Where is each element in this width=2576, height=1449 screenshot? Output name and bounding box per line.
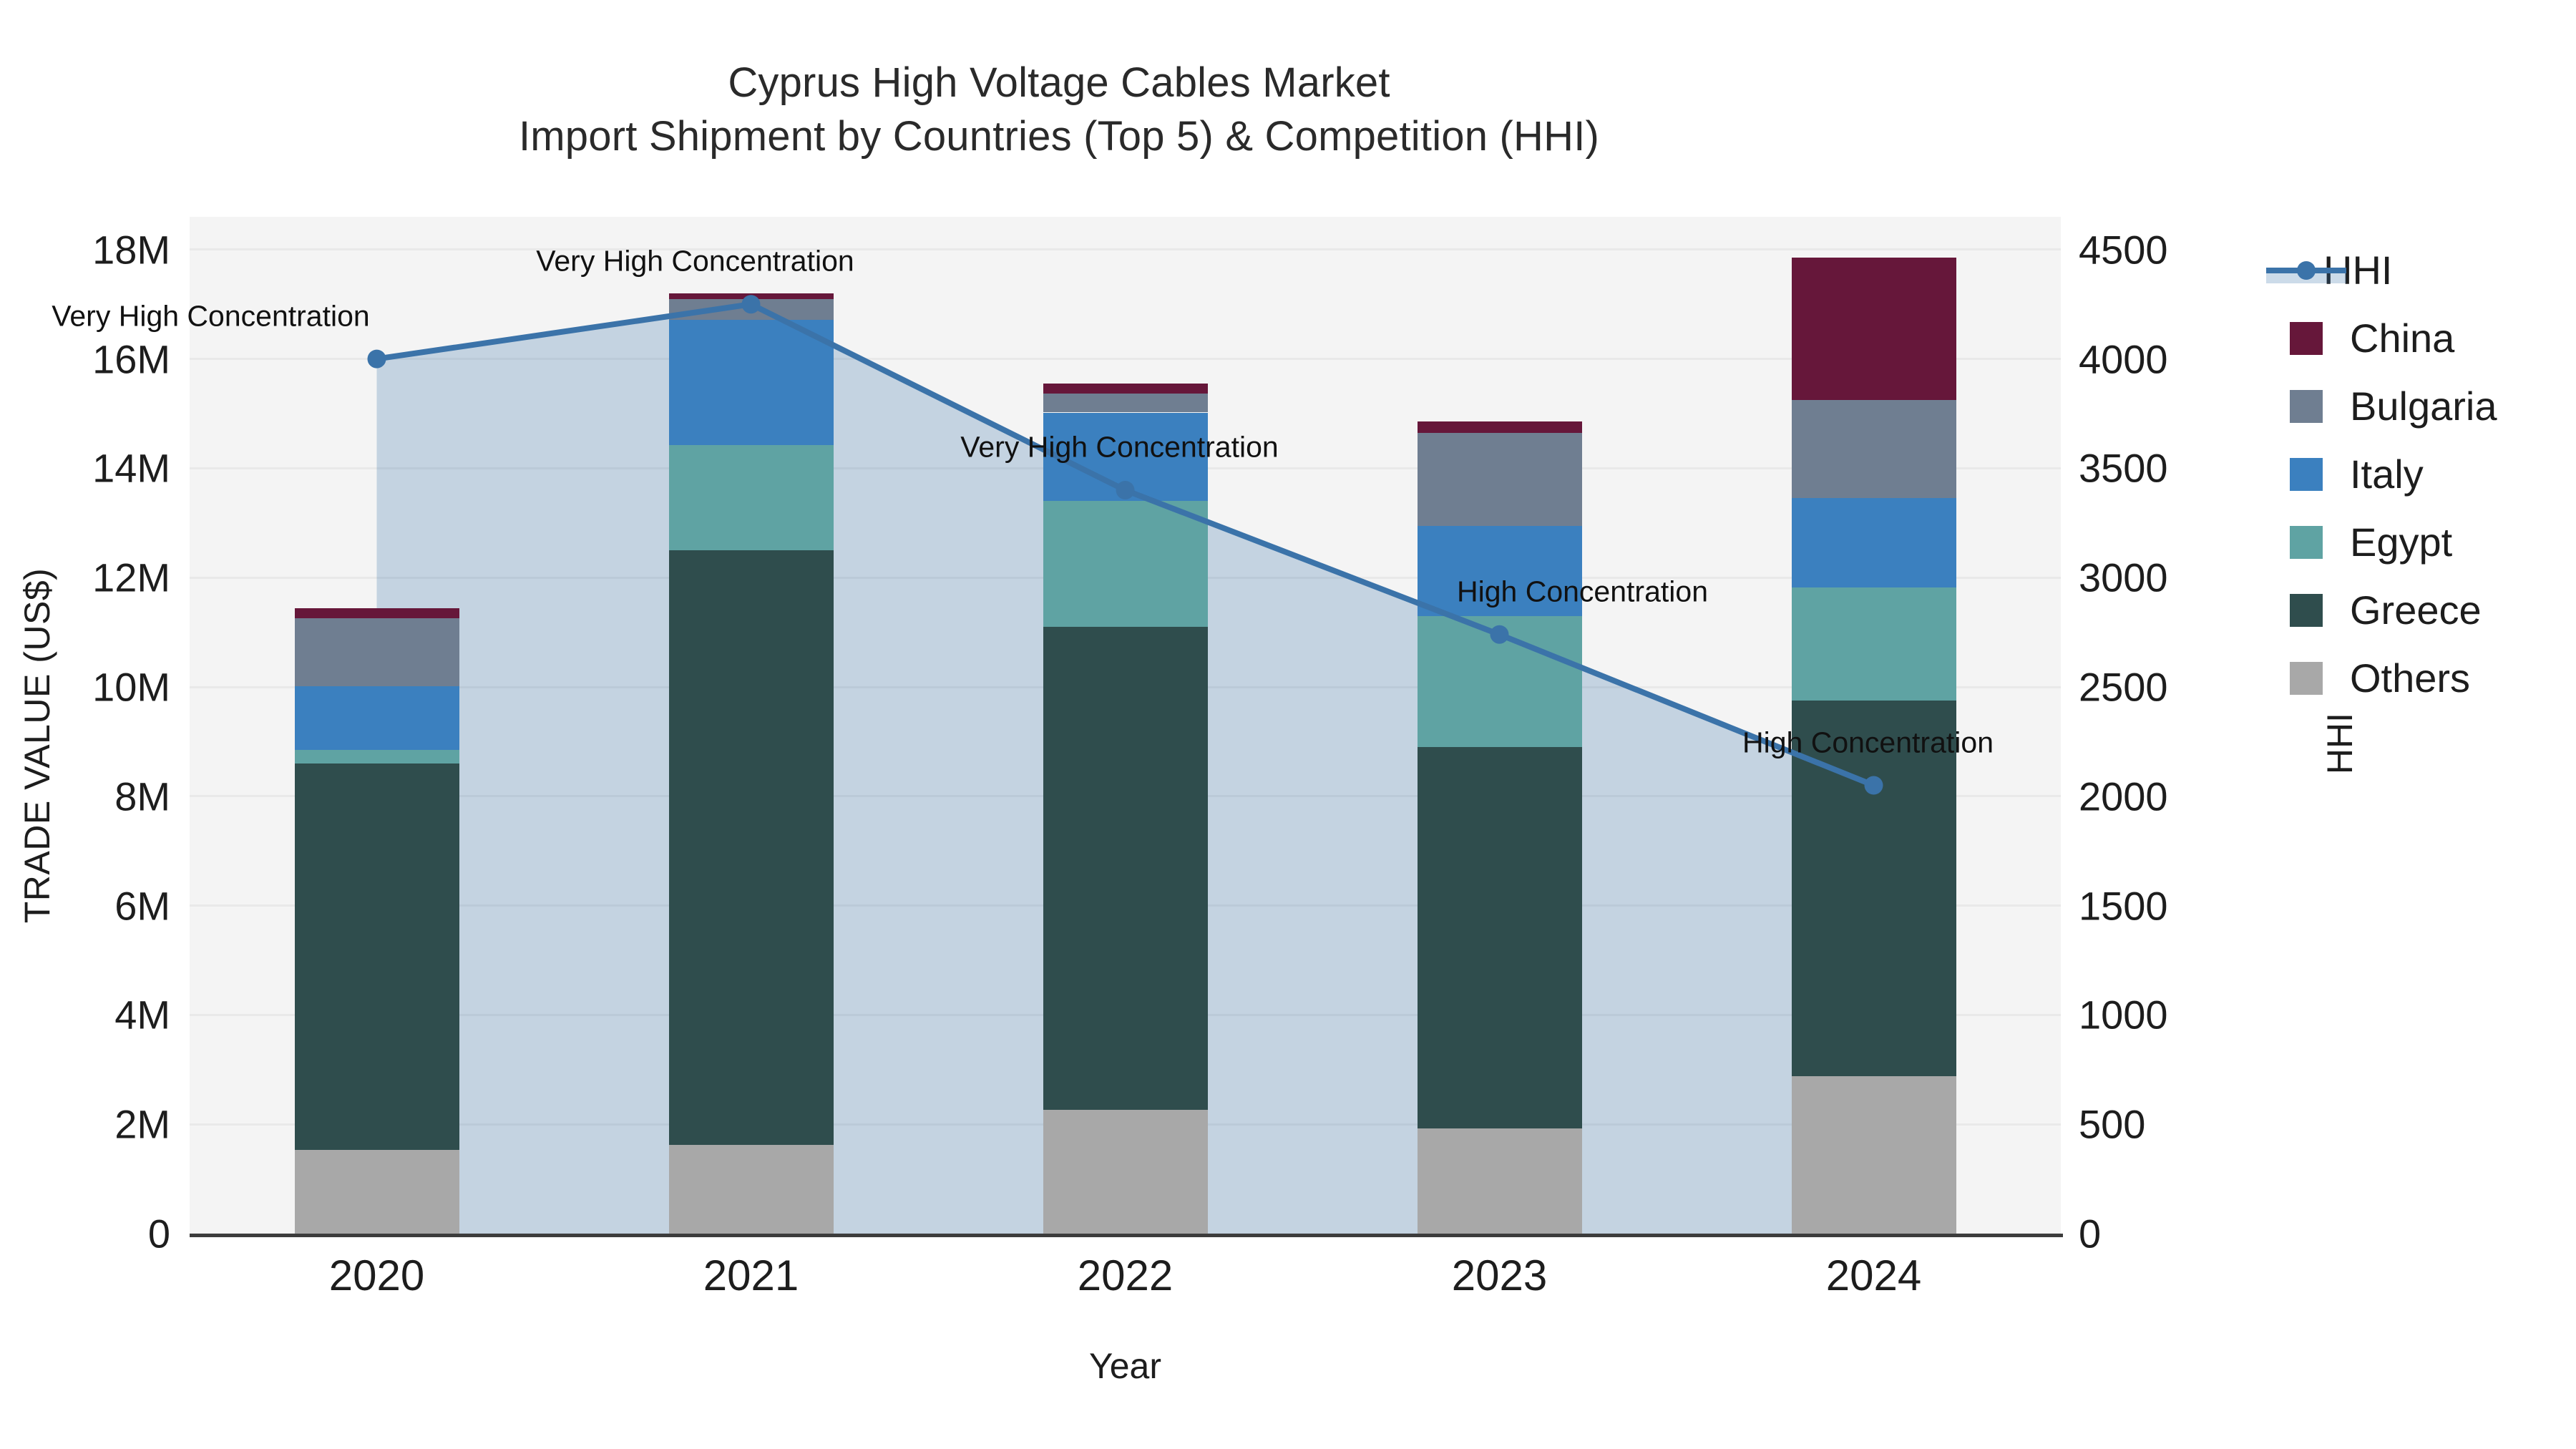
y-axis-left-title: TRADE VALUE (US$) [17,567,57,924]
legend-label: Others [2350,655,2471,701]
x-tick-2023: 2023 [1451,1252,1548,1299]
legend-item-others[interactable]: Others [2290,644,2576,712]
y-tick-left-0: 0 [147,1211,170,1257]
bar-segment-china-2024[interactable] [1791,258,1956,400]
y-tick-left-12M: 12M [92,555,170,600]
y-tick-left-14M: 14M [92,445,170,491]
legend-swatch-icon [2290,525,2323,559]
plot-area: Very High Concentration Very High Concent… [52,217,2061,1235]
bar-segment-egypt-2024[interactable] [1791,587,1956,701]
bar-segment-others-2024[interactable] [1791,1075,1956,1234]
bar-segment-greece-2020[interactable] [294,763,459,1151]
legend-swatch-icon [2290,321,2323,355]
annotation-2024: High Concentration [1742,726,1994,759]
legend-label: Italy [2350,452,2424,497]
legend-label: China [2350,316,2455,361]
bar-segment-egypt-2022[interactable] [1043,501,1208,627]
legend-item-china[interactable]: China [2290,304,2576,372]
legend-swatch-icon [2290,389,2323,423]
legend-swatch-icon [2290,593,2323,627]
bar-segment-italy-2020[interactable] [294,686,459,750]
bar-segment-bulgaria-2024[interactable] [1791,399,1956,499]
legend-item-greece[interactable]: Greece [2290,576,2576,644]
annotation-2023: High Concentration [1457,575,1708,608]
x-tick-2022: 2022 [1077,1252,1174,1299]
annotation-2020: Very High Concentration [52,299,370,333]
legend-label: Egypt [2350,519,2453,565]
y-tick-right-2000: 2000 [2079,774,2168,819]
bar-segment-egypt-2020[interactable] [294,749,459,763]
bar-segment-others-2021[interactable] [668,1145,834,1234]
legend-label: Greece [2350,587,2482,633]
y-tick-right-4000: 4000 [2079,336,2168,382]
bar-segment-china-2020[interactable] [294,608,459,618]
hhi-point-2022[interactable] [1116,481,1135,499]
chart-title: Cyprus High Voltage Cables Market [728,59,1390,106]
y-tick-right-1000: 1000 [2079,992,2168,1038]
hhi-point-2020[interactable] [367,349,386,369]
y-tick-left-18M: 18M [92,227,170,273]
bar-segment-italy-2021[interactable] [668,319,834,445]
bar-segment-italy-2023[interactable] [1417,525,1582,616]
legend-item-egypt[interactable]: Egypt [2290,508,2576,576]
hhi-point-2021[interactable] [741,295,761,314]
hhi-polyline [376,301,1875,789]
legend-swatch-icon [2290,457,2323,491]
bar-segment-italy-2024[interactable] [1791,498,1956,587]
y-tick-right-2500: 2500 [2079,664,2168,710]
hhi-point-2023[interactable] [1490,625,1509,644]
y-tick-left-4M: 4M [114,992,170,1038]
y-tick-left-2M: 2M [114,1101,170,1147]
y-tick-left-6M: 6M [114,883,170,929]
bar-segment-china-2022[interactable] [1043,384,1208,394]
bar-segment-others-2020[interactable] [294,1150,459,1234]
bar-segment-greece-2021[interactable] [668,550,834,1146]
y-tick-right-4500: 4500 [2079,227,2168,273]
hhi-point-2024[interactable] [1864,776,1883,795]
annotation-2021: Very High Concentration [536,244,854,278]
x-tick-2024: 2024 [1825,1252,1922,1299]
y-tick-right-3000: 3000 [2079,555,2168,600]
hhi-line-series [367,295,1883,795]
y-tick-left-10M: 10M [92,664,170,710]
bar-segment-egypt-2021[interactable] [668,444,834,551]
y-tick-right-0: 0 [2079,1211,2102,1257]
legend-line-icon [2263,254,2349,287]
x-tick-2021: 2021 [703,1252,799,1299]
chart-subtitle: Import Shipment by Countries (Top 5) & C… [518,113,1600,160]
annotation-2022: Very High Concentration [960,430,1279,464]
legend-swatch-icon [2290,661,2323,695]
bar-segment-china-2023[interactable] [1417,421,1582,433]
bar-segment-bulgaria-2022[interactable] [1043,393,1208,413]
gridline [190,358,2061,361]
y-tick-left-16M: 16M [92,336,170,382]
legend-item-italy[interactable]: Italy [2290,440,2576,508]
legend-label: Bulgaria [2350,384,2497,429]
bar-segment-others-2022[interactable] [1043,1109,1208,1234]
chart-title-block: Cyprus High Voltage Cables Market Import… [0,56,2118,164]
x-axis-title: Year [1088,1346,1162,1386]
y-tick-right-1500: 1500 [2079,883,2168,929]
bar-segment-bulgaria-2020[interactable] [294,618,459,687]
y-tick-left-8M: 8M [114,774,170,819]
x-tick-2020: 2020 [328,1252,425,1299]
bar-segment-greece-2023[interactable] [1417,747,1582,1128]
bar-segment-others-2023[interactable] [1417,1128,1582,1234]
legend: HHI China Bulgaria Italy Egypt Greece Others [2266,236,2576,712]
bar-segment-bulgaria-2023[interactable] [1417,432,1582,526]
x-axis-line [190,1234,2063,1237]
legend-item-hhi[interactable]: HHI [2266,236,2576,304]
y-tick-right-3500: 3500 [2079,445,2168,491]
legend-item-bulgaria[interactable]: Bulgaria [2290,372,2576,440]
y-tick-right-500: 500 [2079,1101,2146,1147]
bar-segment-greece-2022[interactable] [1043,626,1208,1110]
gridline [190,248,2061,251]
